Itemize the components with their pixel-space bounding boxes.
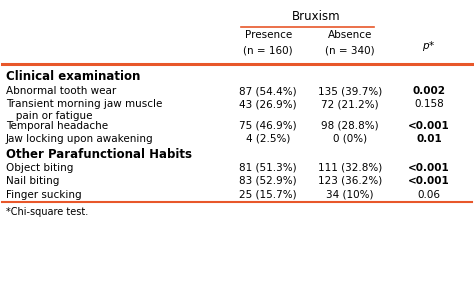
Text: 81 (51.3%): 81 (51.3%)	[239, 163, 297, 173]
Text: Object biting: Object biting	[6, 163, 73, 173]
Text: Clinical examination: Clinical examination	[6, 70, 140, 83]
Text: Jaw locking upon awakening: Jaw locking upon awakening	[6, 134, 153, 144]
Text: (n = 160): (n = 160)	[244, 45, 293, 55]
Text: 111 (32.8%): 111 (32.8%)	[318, 163, 382, 173]
Text: Finger sucking: Finger sucking	[6, 190, 82, 199]
Text: <0.001: <0.001	[408, 163, 450, 173]
Text: $p$*: $p$*	[422, 39, 436, 53]
Text: 4 (2.5%): 4 (2.5%)	[246, 134, 291, 144]
Text: 0.01: 0.01	[416, 134, 442, 144]
Text: Nail biting: Nail biting	[6, 176, 59, 186]
Text: Other Parafunctional Habits: Other Parafunctional Habits	[6, 148, 191, 161]
Text: Transient morning jaw muscle
   pain or fatigue: Transient morning jaw muscle pain or fat…	[6, 99, 162, 121]
Text: <0.001: <0.001	[408, 176, 450, 186]
Text: *Chi-square test.: *Chi-square test.	[6, 207, 88, 217]
Text: 43 (26.9%): 43 (26.9%)	[239, 99, 297, 109]
Text: 98 (28.8%): 98 (28.8%)	[321, 121, 379, 131]
Text: <0.001: <0.001	[408, 121, 450, 131]
Text: (n = 340): (n = 340)	[325, 45, 374, 55]
Text: 34 (10%): 34 (10%)	[326, 190, 374, 199]
Text: 0.06: 0.06	[418, 190, 440, 199]
Text: 75 (46.9%): 75 (46.9%)	[239, 121, 297, 131]
Text: 0 (0%): 0 (0%)	[333, 134, 367, 144]
Text: 25 (15.7%): 25 (15.7%)	[239, 190, 297, 199]
Text: 0.002: 0.002	[412, 86, 446, 96]
Text: Abnormal tooth wear: Abnormal tooth wear	[6, 86, 116, 96]
Text: 83 (52.9%): 83 (52.9%)	[239, 176, 297, 186]
Text: 0.158: 0.158	[414, 99, 444, 109]
Text: Temporal headache: Temporal headache	[6, 121, 108, 131]
Text: 72 (21.2%): 72 (21.2%)	[321, 99, 379, 109]
Text: 87 (54.4%): 87 (54.4%)	[239, 86, 297, 96]
Text: Bruxism: Bruxism	[292, 10, 340, 23]
Text: Presence: Presence	[245, 30, 292, 40]
Text: Absence: Absence	[328, 30, 372, 40]
Text: 123 (36.2%): 123 (36.2%)	[318, 176, 382, 186]
Text: 135 (39.7%): 135 (39.7%)	[318, 86, 382, 96]
